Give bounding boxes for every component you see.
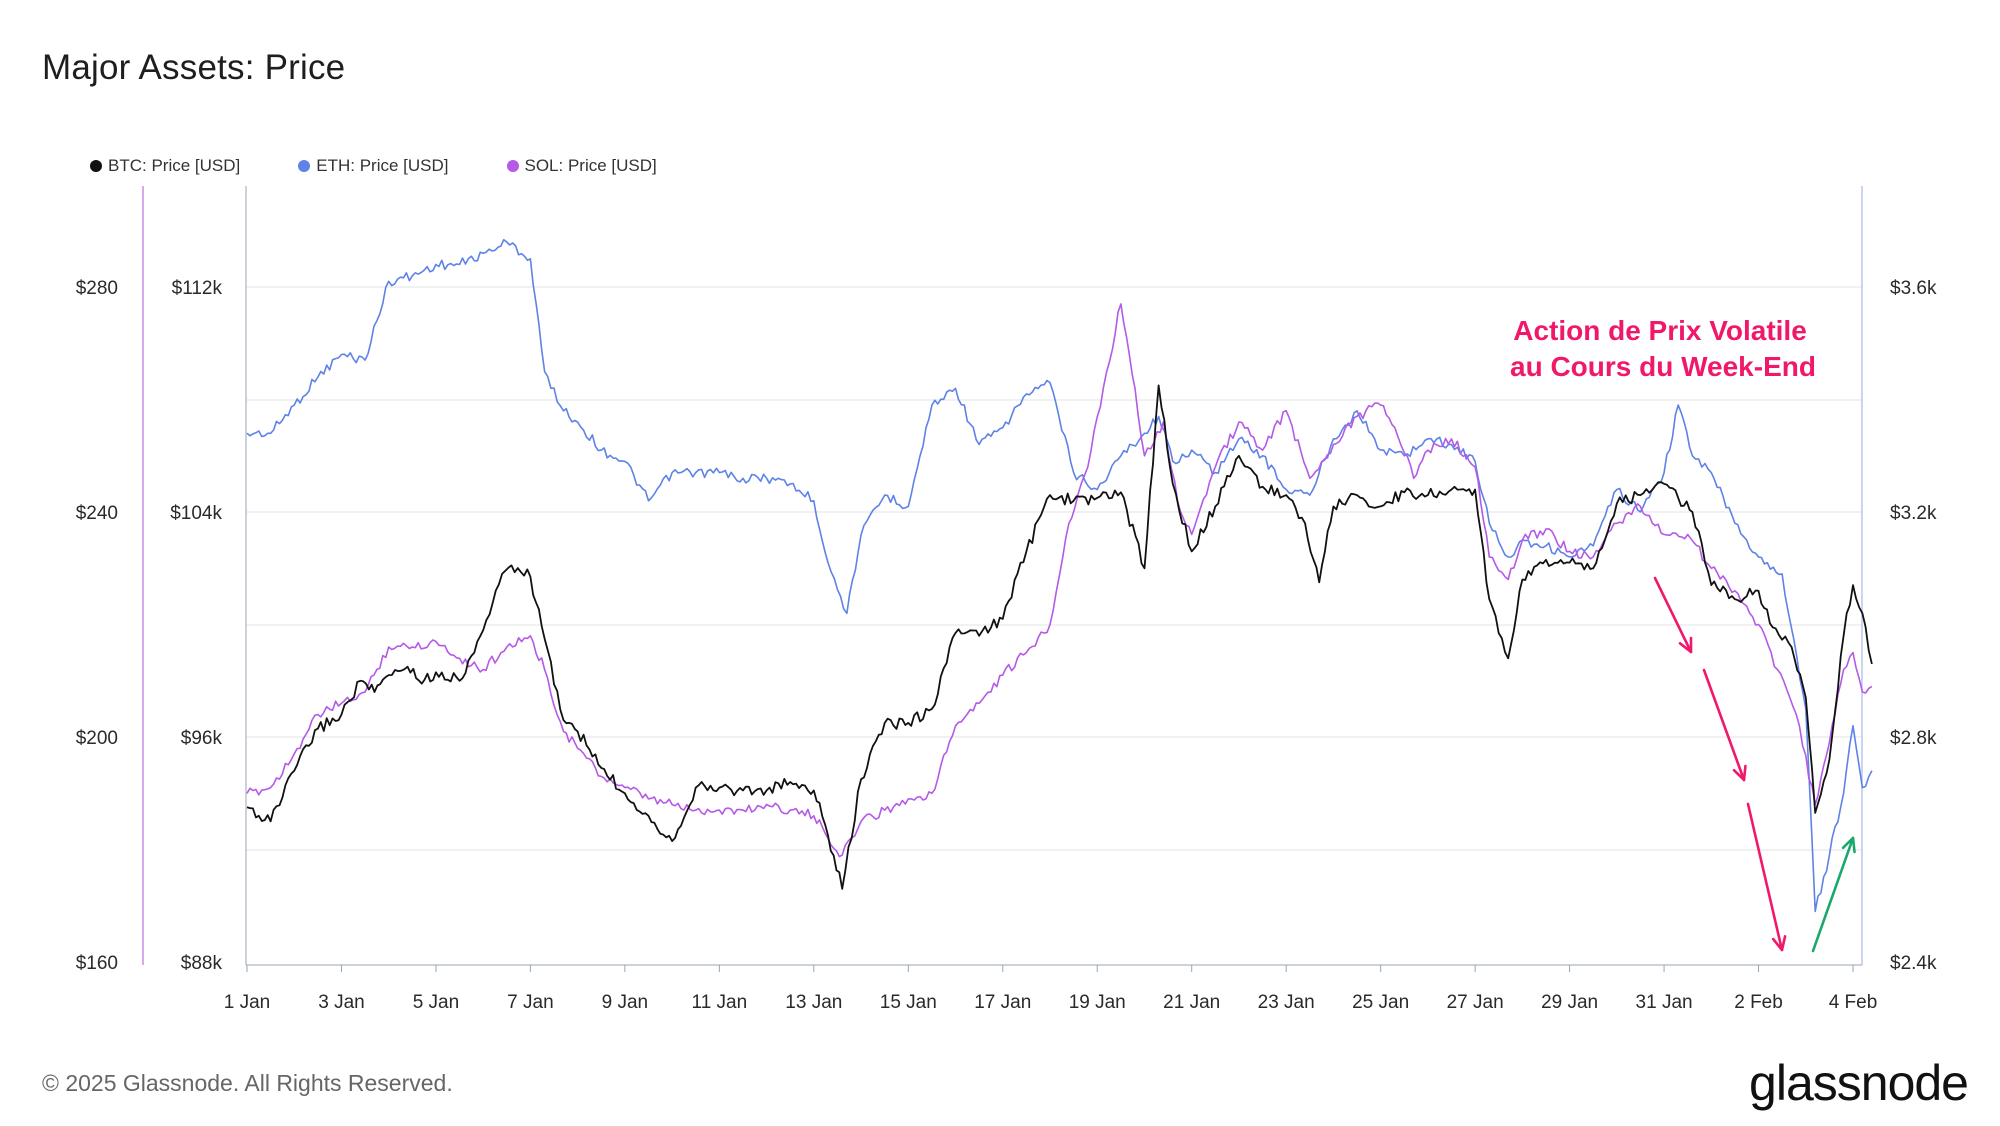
down-arrow-2 <box>1702 668 1746 782</box>
x-tick-label: 13 Jan <box>785 992 842 1013</box>
x-tick-label: 29 Jan <box>1541 992 1598 1013</box>
down-arrow-1-head <box>1678 636 1693 654</box>
legend-dot-btc <box>90 160 102 172</box>
sol-tick-label: $240 <box>76 503 118 524</box>
sol-tick-label: $280 <box>76 278 118 299</box>
btc-tick-label: $104k <box>170 503 222 524</box>
x-tick-label: 7 Jan <box>507 992 553 1013</box>
copyright: © 2025 Glassnode. All Rights Reserved. <box>42 1070 453 1096</box>
down-arrow-2-head <box>1732 764 1747 782</box>
sol-tick-label: $200 <box>76 728 118 749</box>
annotation: Action de Prix Volatile au Cours du Week… <box>1510 313 1816 385</box>
btc-tick-label: $96k <box>181 728 223 749</box>
x-tick-label: 11 Jan <box>692 992 748 1013</box>
legend-label-sol: SOL: Price [USD] <box>524 156 657 175</box>
down-arrow-3 <box>1746 802 1784 952</box>
btc-tick-label: $88k <box>181 953 223 974</box>
legend-dot-sol <box>506 160 519 172</box>
x-tick-label: 1 Jan <box>224 992 270 1013</box>
sol-tick-label: $160 <box>76 953 118 974</box>
legend-item-btc[interactable]: BTC: Price [USD] <box>90 156 240 176</box>
up-arrow-head <box>1841 836 1856 854</box>
series-line-btc <box>246 384 1873 890</box>
eth-tick-label: $3.6k <box>1890 278 1937 299</box>
axes <box>142 186 1863 966</box>
eth-tick-label: $2.4k <box>1890 953 1937 974</box>
legend-dot-eth <box>298 160 311 172</box>
down-arrow-1 <box>1653 576 1693 654</box>
chart-title: Major Assets: Price <box>42 48 346 87</box>
x-tick-label: 4 Feb <box>1829 992 1878 1013</box>
legend-label-eth: ETH: Price [USD] <box>316 156 449 175</box>
x-tick-label: 31 Jan <box>1636 992 1693 1013</box>
series-line-eth <box>246 238 1873 913</box>
annotation-line-2: au Cours du Week-End <box>1510 351 1816 382</box>
x-tick-label: 21 Jan <box>1163 992 1220 1013</box>
brand-logo: glassnode <box>1749 1055 1969 1111</box>
x-tick-label: 9 Jan <box>602 992 648 1013</box>
eth-tick-label: $2.8k <box>1890 728 1937 749</box>
legend-label-btc: BTC: Price [USD] <box>108 156 241 175</box>
x-tick-label: 15 Jan <box>880 992 937 1013</box>
grid <box>246 286 1862 851</box>
legend: BTC: Price [USD] ETH: Price [USD] SOL: P… <box>90 156 715 176</box>
legend-item-eth[interactable]: ETH: Price [USD] <box>298 156 449 176</box>
annotation-line-1: Action de Prix Volatile <box>1513 315 1807 346</box>
x-tick-label: 23 Jan <box>1258 992 1315 1013</box>
series-line-sol <box>246 303 1873 858</box>
eth-tick-label: $3.2k <box>1890 503 1937 524</box>
x-tick-label: 5 Jan <box>413 992 459 1013</box>
btc-tick-label: $112k <box>172 278 223 299</box>
x-tick-label: 2 Feb <box>1734 992 1783 1013</box>
x-tick-label: 27 Jan <box>1447 992 1504 1013</box>
annotation-arrows <box>1653 576 1856 953</box>
down-arrow-3-head <box>1771 935 1787 952</box>
x-tick-label: 19 Jan <box>1069 992 1126 1013</box>
legend-item-sol[interactable]: SOL: Price [USD] <box>506 156 657 176</box>
series <box>246 238 1873 913</box>
x-tick-label: 25 Jan <box>1352 992 1409 1013</box>
up-arrow <box>1811 836 1855 953</box>
x-tick-label: 17 Jan <box>974 992 1031 1013</box>
tick-labels: $280 $240 $200 $160 $112k $104k $96k $88k $3.6k $… <box>76 278 1937 1013</box>
x-tick-label: 3 Jan <box>318 992 364 1013</box>
